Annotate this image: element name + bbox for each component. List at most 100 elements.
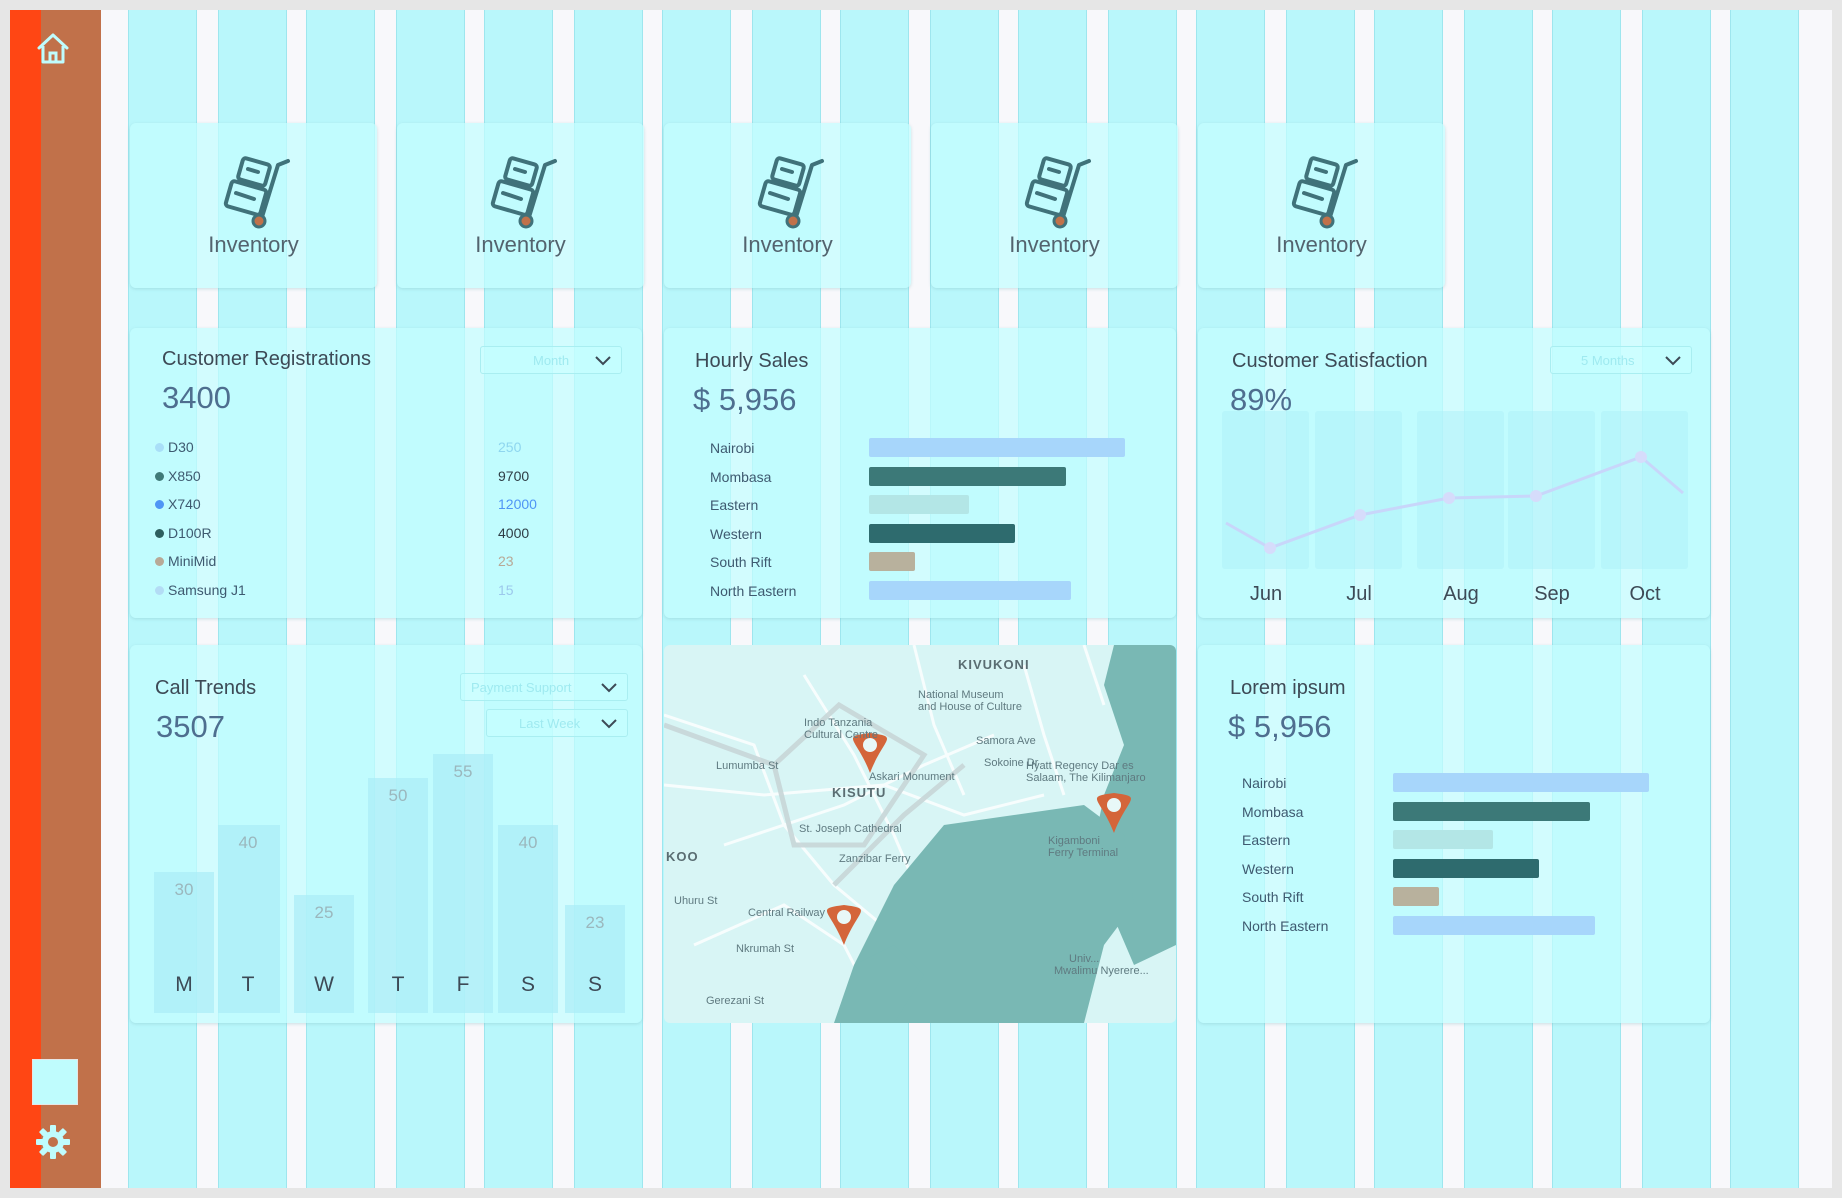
chart-column (1222, 411, 1309, 569)
x-tick-label: Jul (1346, 583, 1372, 605)
x-tick-label: W (314, 973, 334, 996)
map-card[interactable]: KIVUKONI National Museum and House of Cult… (664, 645, 1176, 1023)
inventory-card[interactable]: Inventory (1198, 123, 1445, 288)
inventory-card[interactable]: Inventory (397, 123, 644, 288)
map-label: Univ... (1069, 953, 1100, 965)
inventory-label: Inventory (475, 232, 566, 257)
bar-label: Mombasa (1242, 803, 1304, 820)
grid-column (1730, 10, 1799, 1188)
inventory-label: Inventory (742, 232, 833, 257)
legend-value: 15 (498, 581, 514, 598)
inventory-label: Inventory (1276, 232, 1367, 257)
x-tick-label: T (241, 973, 255, 996)
hand-truck-icon (752, 155, 828, 231)
satisfaction-line (1225, 455, 1684, 550)
inventory-card[interactable]: Inventory (664, 123, 911, 288)
map-water-creek (834, 945, 924, 1023)
bar-label: North Eastern (1242, 917, 1329, 934)
chevron-down-icon (601, 719, 617, 729)
map-label: KIVUKONI (958, 657, 1030, 672)
legend-value: 23 (498, 553, 514, 569)
bar-label: Nairobi (1242, 775, 1287, 791)
legend-dot-icon (155, 528, 164, 538)
inventory-card[interactable]: Inventory (130, 123, 377, 288)
legend-value: 9700 (498, 467, 530, 484)
bar (498, 825, 558, 1013)
card-title: Customer Registrations (162, 348, 371, 370)
months-dropdown[interactable]: 5 Months (1550, 346, 1692, 374)
legend-dot-icon (155, 471, 164, 481)
data-label: 25 (314, 903, 334, 922)
legend-name: Samsung J1 (168, 581, 246, 598)
week-dropdown[interactable]: Last Week (486, 709, 628, 737)
bar (869, 552, 915, 571)
data-label: 50 (388, 786, 408, 805)
chart-column (1601, 411, 1688, 569)
chart-column (1315, 411, 1402, 569)
legend-name: D100R (168, 524, 212, 541)
bar (869, 523, 1015, 543)
bar-label: Nairobi (710, 440, 755, 456)
bar (1393, 773, 1649, 792)
app-switcher-button[interactable] (32, 1059, 78, 1105)
data-point (1354, 509, 1366, 521)
home-button[interactable] (33, 28, 73, 68)
x-tick-label: Sep (1534, 583, 1570, 605)
home-icon (37, 33, 69, 64)
hourly-sales-total: $ 5,956 (693, 382, 797, 417)
legend-dot-icon (155, 443, 164, 452)
map-marker-icon (852, 733, 888, 773)
registrations-total: 3400 (162, 380, 231, 415)
data-label: 30 (174, 880, 194, 899)
bar (869, 580, 1071, 600)
map-water-harbor (854, 805, 1134, 1023)
bar (1393, 830, 1493, 849)
sidebar-accent-strip (10, 10, 41, 1188)
map-label: Salaam, The Kilimanjaro (1026, 772, 1146, 784)
lorem-value: $ 5,956 (1228, 709, 1332, 744)
data-label: 55 (453, 762, 473, 781)
dropdown-value: Last Week (519, 716, 581, 731)
legend-value: 12000 (498, 496, 537, 512)
bar (869, 438, 1125, 457)
chevron-down-icon (595, 356, 611, 366)
map-label: Askari Monument (869, 771, 955, 783)
bar (869, 495, 969, 514)
app-frame: Inventory Inventory Inventory Inventory Inve… (10, 10, 1832, 1188)
x-tick-label: S (587, 973, 602, 996)
legend-name: X740 (168, 496, 201, 512)
inventory-card[interactable]: Inventory (931, 123, 1178, 288)
data-point (1443, 492, 1455, 504)
map-label: Indo Tanzania (804, 717, 873, 729)
hand-truck-icon (485, 155, 561, 231)
map-label: Gerezani St (706, 995, 765, 1007)
settings-button[interactable] (33, 1122, 73, 1162)
bar (869, 466, 1066, 486)
hourly-sales-card: Hourly Sales $ 5,956 Nairobi Mombasa Easte… (664, 328, 1176, 618)
map-label: Mwalimu Nyerere... (1054, 965, 1149, 977)
bar-label: North Eastern (710, 582, 797, 599)
customer-satisfaction-card: Customer Satisfaction 89% 5 Months Jun Ju… (1198, 328, 1710, 618)
map-label: National Museum (918, 689, 1004, 701)
x-tick-label: Aug (1443, 583, 1479, 605)
map-label: KISUTU (832, 785, 887, 800)
bar (218, 825, 280, 1013)
chevron-down-icon (1665, 356, 1681, 366)
bar (433, 754, 493, 1013)
dropdown-value: Month (533, 353, 570, 368)
bar (1393, 858, 1539, 878)
data-label: 40 (238, 833, 258, 852)
bar-label: Eastern (710, 497, 759, 513)
map-label: Lumumba St (716, 760, 779, 772)
inventory-label: Inventory (1009, 232, 1100, 257)
bar (1393, 915, 1595, 935)
card-title: Lorem ipsum (1230, 677, 1346, 699)
legend-item: Samsung J1 (155, 581, 246, 598)
lorem-ipsum-card: Lorem ipsum $ 5,956 Nairobi Mombasa Easter… (1198, 645, 1710, 1023)
x-tick-label: F (456, 973, 470, 996)
map-label: Ferry Terminal (1048, 847, 1119, 859)
period-dropdown[interactable]: Month (480, 346, 622, 374)
support-type-dropdown[interactable]: Payment Support (460, 673, 628, 701)
map-label: and House of Culture (918, 701, 1022, 713)
map-label: Kigamboni (1048, 835, 1100, 847)
